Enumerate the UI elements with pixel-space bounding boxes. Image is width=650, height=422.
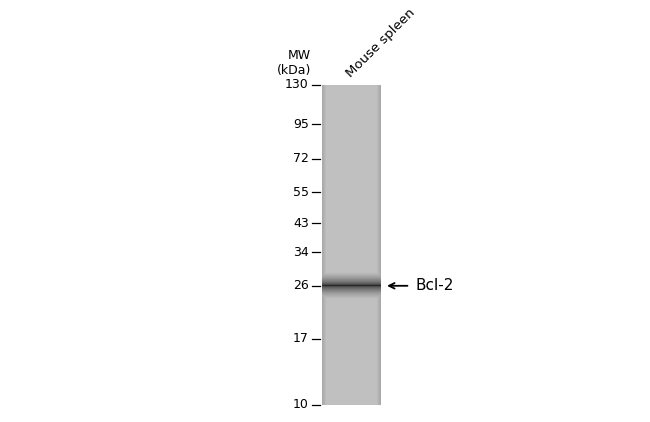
Text: Mouse spleen: Mouse spleen [344,6,418,80]
Text: 43: 43 [293,216,309,230]
Text: 10: 10 [293,398,309,411]
Text: MW
(kDa): MW (kDa) [276,49,311,77]
Text: 72: 72 [293,152,309,165]
Text: 130: 130 [285,78,309,92]
Text: 26: 26 [293,279,309,292]
Text: 34: 34 [293,246,309,259]
Text: 55: 55 [292,186,309,199]
Text: 95: 95 [293,118,309,131]
Text: Bcl-2: Bcl-2 [415,278,454,293]
Text: 17: 17 [293,332,309,345]
